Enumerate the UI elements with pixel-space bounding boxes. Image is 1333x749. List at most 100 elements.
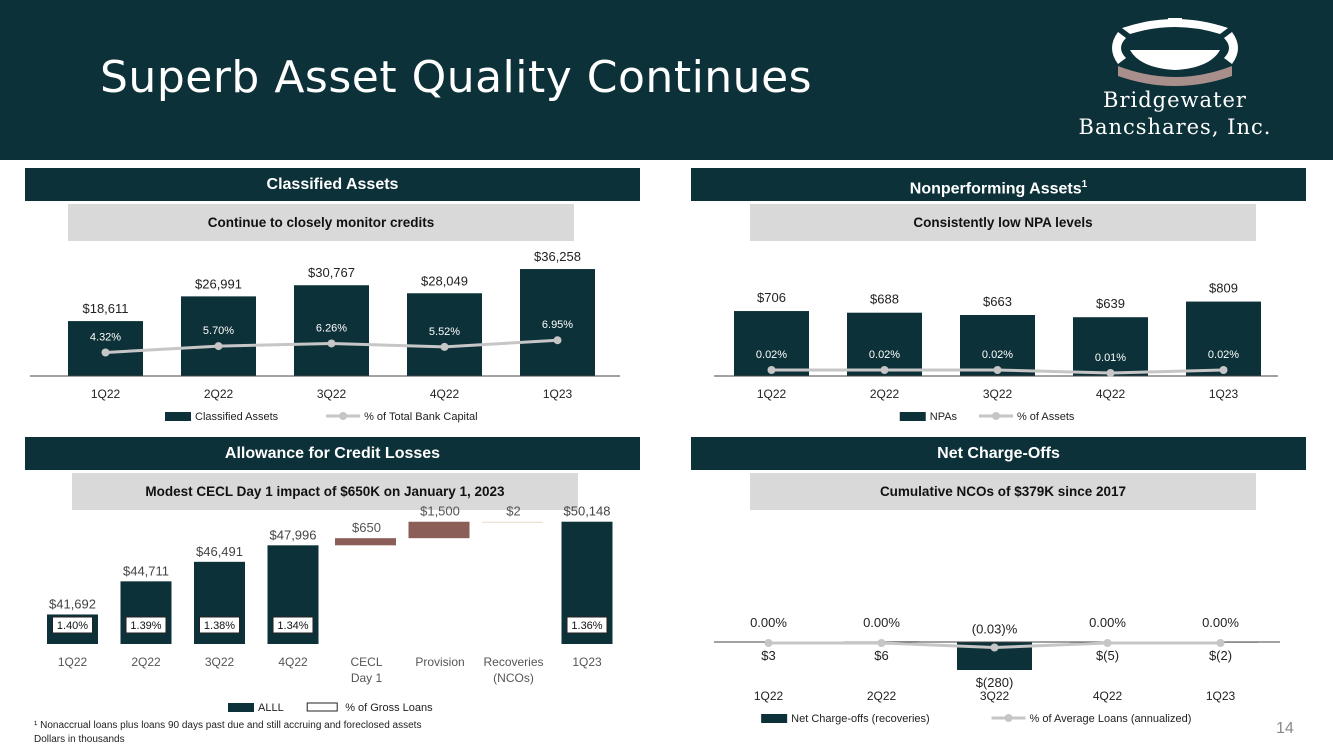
company-logo: Bridgewater Bancshares, Inc. — [1060, 14, 1290, 142]
allowance-band-label: Allowance for Credit Losses — [224, 445, 441, 462]
npa-bar-label: $809 — [1209, 281, 1238, 296]
classified-band-label: Classified Assets — [266, 176, 399, 193]
allowance-chart: $41,692 1.40% 1Q22 $44,711 1.39% 2Q22 $46,491 1… — [47, 504, 613, 714]
x-tick-label: 3Q22 — [980, 689, 1010, 703]
classified-bar — [520, 269, 595, 376]
allowance-pct-box — [566, 616, 608, 634]
legend-swatch-marker — [1004, 714, 1013, 722]
nco-pct-label: 0.00% — [863, 615, 900, 630]
legend-swatch-marker — [339, 412, 348, 420]
nco-pct-label: 0.00% — [1202, 615, 1239, 630]
legend-swatch-bar — [899, 412, 926, 421]
classified-pct-marker — [327, 339, 336, 348]
classified-pct-label: 6.26% — [316, 322, 347, 334]
allowance-bar — [482, 521, 543, 523]
classified-bar — [407, 293, 482, 376]
footnote-npa: ¹ Nonaccrual loans plus loans 90 days pa… — [34, 720, 422, 731]
nco-pct-label: 0.00% — [750, 615, 787, 630]
npa-bar — [734, 311, 809, 376]
nco-subtitle: Cumulative NCOs of $379K since 2017 — [750, 473, 1256, 510]
nco-pct-marker — [1103, 639, 1112, 647]
npa-footnote-marker: 1 — [1081, 179, 1088, 190]
x-tick-label: (NCOs) — [493, 671, 534, 685]
allowance-bar-label: $46,491 — [196, 544, 243, 559]
allowance-pct-box — [125, 616, 167, 634]
page-title: Superb Asset Quality Continues — [100, 52, 813, 103]
x-tick-label: 1Q22 — [754, 689, 784, 703]
nco-chart: $3 1Q22 0.00% $6 2Q22 0.00% $(280)3Q22 (0.03)% $… — [714, 615, 1280, 725]
legend-label: % of Assets — [1017, 411, 1075, 423]
x-tick-label: 1Q22 — [58, 655, 88, 669]
classified-pct-marker — [101, 348, 110, 357]
legend-label: % of Average Loans (annualized) — [1030, 713, 1192, 725]
npa-bar-label: $706 — [757, 290, 786, 305]
legend-label: Classified Assets — [195, 411, 279, 423]
page-number: 14 — [1276, 720, 1294, 737]
nco-pct-marker — [990, 643, 999, 652]
npa-bar-label: $663 — [983, 294, 1012, 309]
nco-bar-label: $3 — [761, 648, 775, 663]
npa-pct-label: 0.02% — [756, 349, 787, 361]
classified-bar-label: $28,049 — [421, 273, 468, 288]
npa-pct-marker — [880, 366, 889, 374]
allowance-bar — [408, 521, 470, 539]
nco-band-label: Net Charge-Offs — [937, 445, 1060, 462]
allowance-pct-label: 1.40% — [57, 620, 88, 632]
classified-pct-marker — [440, 342, 449, 351]
x-tick-label: 2Q22 — [204, 387, 234, 401]
x-tick-label: 4Q22 — [1096, 387, 1126, 401]
legend-label: % of Total Bank Capital — [364, 411, 478, 423]
classified-bar — [181, 296, 256, 376]
allowance-bar — [120, 581, 172, 644]
allowance-bar-label: $44,711 — [123, 563, 169, 578]
nco-pct-marker — [764, 639, 773, 647]
allowance-pct-box — [52, 616, 93, 634]
legend-label: Net Charge-offs (recoveries) — [791, 713, 930, 725]
classified-bar-label: $36,258 — [534, 249, 581, 264]
npa-subtitle: Consistently low NPA levels — [750, 204, 1256, 241]
classified-bar-label: $30,767 — [308, 265, 355, 280]
npa-bar — [847, 312, 922, 376]
classified-pct-label: 6.95% — [542, 319, 573, 331]
header-bar — [0, 0, 1333, 160]
npa-chart: $706 1Q22 0.02% $688 2Q22 0.02% $663 3Q22 0.02% $… — [714, 281, 1278, 423]
allowance-pct-label: 1.39% — [130, 620, 161, 632]
allowance-bar — [335, 538, 396, 546]
legend-swatch-bar — [165, 412, 191, 421]
allowance-bar-label: $47,996 — [270, 527, 317, 542]
logo-emblem-icon — [1112, 18, 1238, 86]
x-tick-label: CECL — [350, 655, 382, 669]
classified-pct-marker — [553, 336, 562, 345]
legend-label: % of Gross Loans — [345, 702, 433, 714]
npa-band: Nonperforming Assets1 — [691, 168, 1306, 201]
x-tick-label: 1Q22 — [757, 387, 787, 401]
npa-band-label: Nonperforming Assets — [909, 180, 1082, 198]
allowance-bar-label: $1,500 — [420, 504, 460, 519]
npa-bar — [1073, 317, 1148, 376]
allowance-bar-label: $41,692 — [49, 596, 96, 611]
npa-pct-marker — [1106, 369, 1115, 377]
nco-pct-label: (0.03)% — [972, 622, 1018, 637]
allowance-pct-label: 1.38% — [204, 620, 235, 632]
x-tick-label: 1Q23 — [1206, 689, 1236, 703]
classified-pct-label: 5.52% — [429, 326, 460, 338]
nco-pct-label: 0.00% — [1089, 615, 1126, 630]
x-tick-label: 4Q22 — [430, 387, 460, 401]
nco-pct-marker — [877, 639, 886, 647]
allowance-subtitle: Modest CECL Day 1 impact of $650K on Jan… — [72, 473, 578, 510]
npa-pct-marker — [993, 366, 1002, 374]
x-tick-label: 1Q23 — [543, 387, 573, 401]
allowance-bar-label: $650 — [352, 520, 381, 535]
allowance-band: Allowance for Credit Losses — [25, 437, 640, 470]
classified-pct-label: 4.32% — [90, 332, 121, 344]
x-tick-label: Day 1 — [351, 671, 383, 685]
allowance-pct-box — [199, 616, 240, 634]
npa-bar-label: $688 — [870, 292, 899, 307]
x-tick-label: 3Q22 — [317, 387, 347, 401]
npa-pct-label: 0.02% — [869, 349, 900, 361]
x-tick-label: 2Q22 — [870, 387, 900, 401]
logo-line-1: Bridgewater — [1103, 88, 1247, 112]
allowance-pct-label: 1.36% — [571, 620, 602, 632]
allowance-pct-box — [272, 616, 314, 634]
footnote-units: Dollars in thousands — [34, 734, 125, 745]
